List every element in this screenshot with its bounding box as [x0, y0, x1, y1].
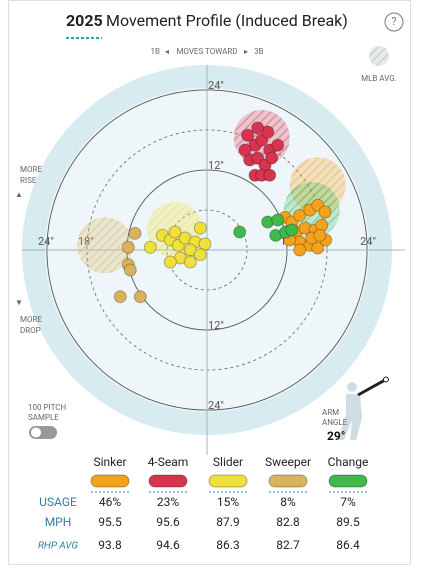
arm-label: ANGLE — [322, 418, 348, 427]
pitch — [251, 151, 265, 165]
drop-label: MORE — [20, 315, 42, 324]
cell: 46% — [99, 495, 121, 509]
cell: 95.6 — [156, 515, 180, 529]
pitch-name: 4-Seam — [148, 455, 189, 469]
pitch-name: Sweeper — [265, 455, 311, 469]
avg-legend-label: MLB AVG. — [361, 74, 397, 83]
pitch — [193, 248, 207, 262]
pitch — [293, 208, 307, 222]
pitch-pill — [90, 474, 130, 488]
arm-ball — [382, 376, 389, 383]
pitch — [271, 138, 285, 152]
cell: 23% — [157, 495, 179, 509]
arrow: ◂ — [165, 47, 169, 56]
chart-title: Movement Profile (Induced Break) — [106, 11, 348, 30]
title-year: 2025 — [66, 11, 103, 30]
pitch — [241, 128, 255, 142]
pitch — [113, 290, 127, 304]
rise-label: MORE — [20, 165, 42, 174]
arrow: ▸ — [244, 47, 248, 56]
pitch — [293, 243, 307, 257]
pitch — [233, 225, 247, 239]
ring-label: 24" — [38, 235, 54, 248]
pitch — [168, 225, 182, 239]
cell: 95.5 — [98, 515, 122, 529]
pitch — [318, 205, 332, 219]
figure-head — [347, 382, 357, 392]
ring-label: 12" — [208, 159, 224, 172]
pitch — [143, 240, 157, 254]
arrow: ▼ — [15, 298, 23, 307]
arrow: ▲ — [15, 190, 23, 199]
pitch — [198, 237, 212, 251]
row-label: RHP AVG — [38, 541, 78, 552]
ring-label: 24" — [208, 399, 224, 412]
pitch — [251, 121, 265, 135]
toggle-knob[interactable] — [31, 427, 41, 438]
ring-label: 24" — [208, 79, 224, 92]
sample-label: 100 PITCH — [28, 403, 66, 412]
cell: 15% — [217, 495, 239, 509]
cell: 7% — [340, 495, 356, 509]
pitch-pill — [208, 474, 248, 488]
row-label: MPH — [45, 515, 72, 529]
row-label: USAGE — [39, 495, 77, 509]
dir-left: 1B — [151, 47, 160, 56]
cell: 8% — [280, 495, 296, 509]
pitch — [133, 290, 147, 304]
pitch-name: Slider — [213, 455, 243, 469]
pitch — [313, 228, 327, 242]
pitch — [183, 255, 197, 269]
pitch — [121, 240, 135, 254]
pitch — [163, 255, 177, 269]
dir-right: 3B — [254, 47, 263, 56]
arm-angle-value: 29° — [327, 429, 345, 443]
pitch-pill — [148, 474, 188, 488]
pitch — [183, 243, 197, 257]
rise-label: RISE — [20, 176, 37, 185]
figure-body — [338, 394, 362, 440]
pitch — [238, 143, 252, 157]
pitch — [263, 168, 277, 182]
cell: 94.6 — [156, 538, 180, 552]
pitch — [128, 226, 142, 240]
pitch — [285, 223, 299, 237]
pitch-name: Sinker — [93, 455, 126, 469]
cell: 93.8 — [98, 538, 122, 552]
pitch — [311, 241, 325, 255]
cell: 82.7 — [276, 538, 300, 552]
ring-label: 12" — [208, 319, 224, 332]
mlb-avg — [76, 217, 133, 274]
pitch — [271, 213, 285, 227]
pitch-pill — [268, 474, 308, 488]
drop-label: DROP — [20, 326, 41, 335]
dir-label: MOVES TOWARD — [176, 47, 237, 56]
help-text[interactable]: ? — [391, 15, 396, 28]
cell: 82.8 — [276, 515, 300, 529]
pitch-pill — [328, 474, 368, 488]
pitch — [123, 263, 137, 277]
cell: 86.3 — [216, 538, 239, 552]
avg-legend — [369, 46, 389, 66]
arm-figure — [338, 376, 389, 440]
sample-label: SAMPLE — [28, 413, 59, 422]
help-icon[interactable] — [384, 12, 404, 32]
pitch — [193, 221, 207, 235]
cell: 89.5 — [336, 515, 360, 529]
pitch-name: Change — [328, 455, 369, 469]
arm-label: ARM — [322, 408, 339, 417]
ring-label: 24" — [360, 235, 376, 248]
pitch — [265, 151, 279, 165]
cell: 86.4 — [336, 538, 360, 552]
cell: 87.9 — [216, 515, 239, 529]
arm-line — [357, 378, 387, 397]
avg-legend-icon — [369, 46, 389, 66]
